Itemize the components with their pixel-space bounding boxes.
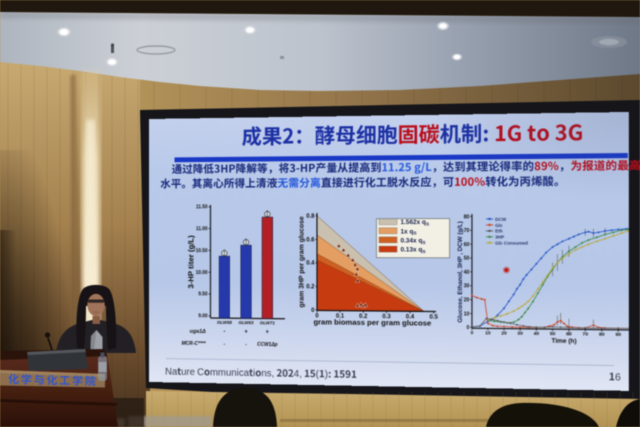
svg-text:80: 80 bbox=[599, 331, 605, 336]
svg-text:0.4: 0.4 bbox=[306, 261, 315, 267]
svg-text:20: 20 bbox=[464, 297, 470, 303]
svg-text:0.13x qS: 0.13x qS bbox=[400, 247, 425, 254]
svg-text:GLW58: GLW58 bbox=[217, 320, 233, 325]
svg-text:0.4: 0.4 bbox=[406, 314, 415, 320]
svg-text:-: - bbox=[245, 342, 247, 347]
svg-text:11.50: 11.50 bbox=[196, 204, 208, 210]
svg-text:-: - bbox=[224, 342, 226, 347]
svg-text:50: 50 bbox=[550, 331, 556, 336]
svg-text:10.00: 10.00 bbox=[196, 270, 208, 276]
svg-text:0: 0 bbox=[471, 330, 474, 335]
svg-text:70: 70 bbox=[582, 331, 588, 336]
svg-text:1.562x qS: 1.562x qS bbox=[400, 220, 429, 227]
svg-text:30: 30 bbox=[517, 331, 523, 336]
svg-text:Glc Consumed: Glc Consumed bbox=[495, 240, 528, 245]
svg-text:90: 90 bbox=[615, 332, 621, 337]
svg-text:0.34x qS: 0.34x qS bbox=[400, 238, 425, 245]
svg-text:3-HP titer (g/L): 3-HP titer (g/L) bbox=[186, 235, 195, 289]
svg-text:0.3: 0.3 bbox=[382, 314, 390, 320]
svg-text:3HP: 3HP bbox=[495, 234, 504, 239]
svg-text:60: 60 bbox=[566, 331, 572, 336]
svg-text:CCW1Δp: CCW1Δp bbox=[257, 342, 278, 349]
svg-text:10.50: 10.50 bbox=[196, 248, 208, 254]
svg-text:DCW: DCW bbox=[495, 217, 506, 222]
svg-text:Glc: Glc bbox=[495, 222, 503, 227]
svg-text:10: 10 bbox=[485, 330, 491, 335]
svg-text:0: 0 bbox=[467, 325, 470, 331]
svg-text:0.8: 0.8 bbox=[306, 214, 314, 220]
svg-text:Time (h): Time (h) bbox=[552, 338, 577, 345]
svg-text:10: 10 bbox=[464, 311, 470, 317]
svg-text:GLW63: GLW63 bbox=[239, 320, 255, 325]
svg-text:9.00: 9.00 bbox=[198, 313, 208, 319]
svg-text:0.6: 0.6 bbox=[306, 237, 314, 243]
svg-text:+: + bbox=[244, 329, 248, 335]
svg-text:50: 50 bbox=[464, 256, 470, 262]
svg-text:uga1Δ: uga1Δ bbox=[190, 329, 206, 335]
svg-text:0.5: 0.5 bbox=[429, 314, 437, 320]
svg-text:60: 60 bbox=[464, 242, 470, 248]
svg-text:0.2: 0.2 bbox=[306, 284, 314, 290]
svg-text:Eth: Eth bbox=[495, 228, 503, 233]
svg-text:9.50: 9.50 bbox=[198, 291, 208, 297]
svg-text:11.00: 11.00 bbox=[196, 226, 208, 232]
svg-text:MCR-C****: MCR-C**** bbox=[181, 341, 206, 348]
svg-text:40: 40 bbox=[464, 269, 470, 275]
svg-text:70: 70 bbox=[464, 228, 470, 234]
svg-text:80: 80 bbox=[464, 214, 470, 220]
svg-text:GLW71: GLW71 bbox=[260, 320, 276, 325]
svg-text:0.1: 0.1 bbox=[336, 313, 344, 319]
svg-text:Glucose, Ethanol, 3HP , DCW (g: Glucose, Ethanol, 3HP , DCW (g/L) bbox=[458, 221, 464, 323]
svg-text:40: 40 bbox=[534, 331, 540, 336]
svg-text:30: 30 bbox=[464, 283, 470, 289]
svg-text:1x qS: 1x qS bbox=[400, 229, 416, 236]
svg-text:-: - bbox=[223, 329, 225, 335]
svg-text:0: 0 bbox=[315, 313, 318, 319]
svg-text:+: + bbox=[266, 329, 270, 335]
svg-text:化学与化工学院: 化学与化工学院 bbox=[8, 371, 98, 389]
svg-text:20: 20 bbox=[501, 330, 507, 335]
svg-text:gram 3HP per gram glucose: gram 3HP per gram glucose bbox=[298, 216, 305, 308]
svg-text:0: 0 bbox=[311, 308, 314, 314]
svg-text:0.2: 0.2 bbox=[359, 314, 367, 320]
svg-text:gram biomass per gram glucose: gram biomass per gram glucose bbox=[314, 317, 432, 328]
